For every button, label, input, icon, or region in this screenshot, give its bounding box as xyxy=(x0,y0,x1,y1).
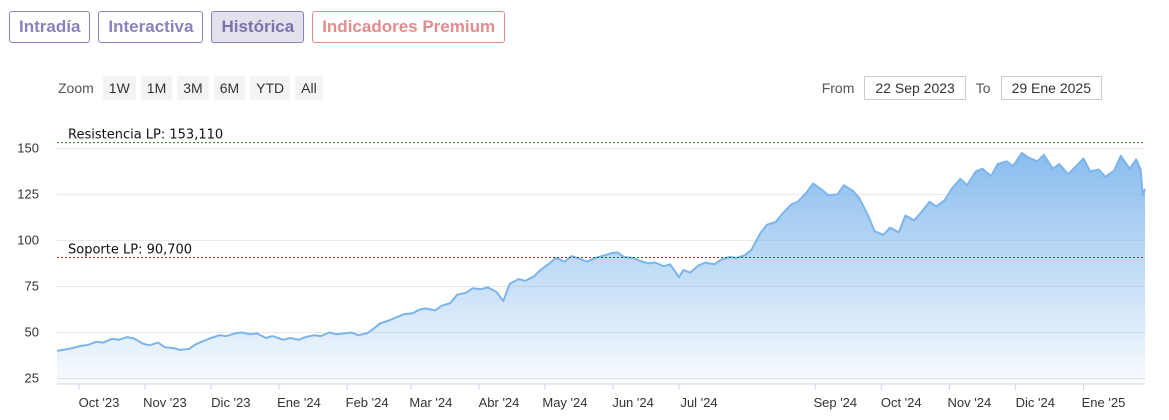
tab-intradia[interactable]: Intradía xyxy=(9,11,91,43)
tab-interactiva[interactable]: Interactiva xyxy=(98,11,204,43)
x-tick-label: Abr '24 xyxy=(479,395,520,410)
x-axis: Oct '23 Nov '23 Dic '23 Ene '24 Feb '24 Mar '… xyxy=(78,384,1126,410)
zoom-label: Zoom xyxy=(58,80,94,96)
y-tick-label: 75 xyxy=(25,278,39,293)
zoom-ytd-button[interactable]: YTD xyxy=(250,76,291,100)
resistance-label: Resistencia LP: 153,110 xyxy=(68,128,223,143)
zoom-range-selector: Zoom 1W 1M 3M 6M YTD All xyxy=(58,76,323,100)
series-group xyxy=(56,152,1146,384)
x-tick-label: Feb '24 xyxy=(346,395,389,410)
y-tick-label: 125 xyxy=(17,186,39,201)
series-line[interactable] xyxy=(56,152,1146,352)
from-date-input[interactable]: 22 Sep 2023 xyxy=(864,76,966,100)
x-tick-label: Oct '24 xyxy=(881,395,922,410)
x-tick-label: Dic '23 xyxy=(211,395,250,410)
x-tick-label: May '24 xyxy=(542,395,587,410)
series-area xyxy=(57,153,1145,384)
x-tick-label: Ene '24 xyxy=(277,395,321,410)
x-tick-label: Jul '24 xyxy=(680,395,717,410)
x-tick-label: Nov '24 xyxy=(948,395,992,410)
support-label: Soporte LP: 90,700 xyxy=(68,243,192,258)
zoom-1w-button[interactable]: 1W xyxy=(102,76,136,100)
x-tick-label: Mar '24 xyxy=(409,395,452,410)
chart-type-tabs: Intradía Interactiva Histórica Indicador… xyxy=(9,11,506,43)
x-tick-label: Jun '24 xyxy=(612,395,654,410)
to-date-input[interactable]: 29 Ene 2025 xyxy=(1000,76,1102,100)
x-tick-label: Ene '25 xyxy=(1082,395,1126,410)
y-tick-label: 150 xyxy=(17,140,39,155)
zoom-1m-button[interactable]: 1M xyxy=(140,76,173,100)
to-label: To xyxy=(975,80,991,96)
date-range-inputs: From 22 Sep 2023 To 29 Ene 2025 xyxy=(812,76,1102,100)
y-axis: 25 50 75 100 125 150 xyxy=(17,140,39,385)
tab-indicadores-premium[interactable]: Indicadores Premium xyxy=(312,11,506,43)
plot-lines: Resistencia LP: 153,110 Soporte LP: 90,70… xyxy=(57,128,1145,259)
zoom-all-button[interactable]: All xyxy=(295,76,323,100)
tab-historica[interactable]: Histórica xyxy=(211,11,305,43)
x-tick-label: Oct '23 xyxy=(79,395,120,410)
y-tick-label: 100 xyxy=(17,232,39,247)
x-tick-label: Sep '24 xyxy=(813,395,857,410)
y-tick-label: 25 xyxy=(25,370,39,385)
zoom-6m-button[interactable]: 6M xyxy=(213,76,246,100)
x-tick-label: Dic '24 xyxy=(1016,395,1055,410)
from-label: From xyxy=(821,80,855,96)
y-tick-label: 50 xyxy=(25,324,39,339)
zoom-3m-button[interactable]: 3M xyxy=(177,76,209,100)
x-tick-label: Nov '23 xyxy=(143,395,187,410)
